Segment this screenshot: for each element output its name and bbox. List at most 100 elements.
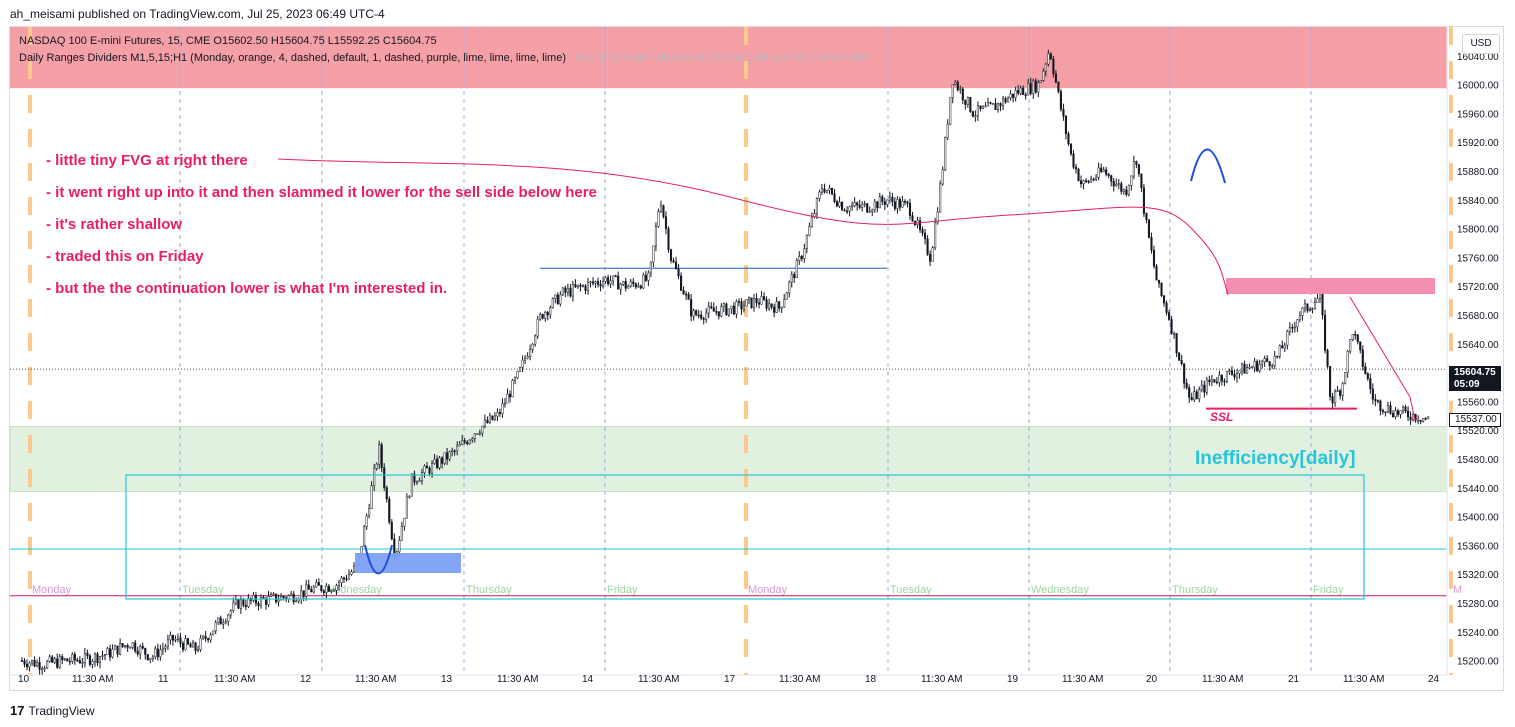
- candle-body: [954, 81, 957, 85]
- candle-body: [1100, 167, 1103, 172]
- candle-body: [609, 280, 612, 285]
- candle-body: [335, 585, 338, 591]
- candle-body: [23, 660, 26, 665]
- candle-body: [277, 599, 280, 603]
- fvg-bullish-box: [355, 553, 461, 573]
- candle-body: [700, 314, 703, 319]
- price-tick-label: 15320.00: [1457, 570, 1499, 581]
- candle-body: [28, 662, 31, 668]
- candle-body: [820, 188, 823, 193]
- candle-body: [785, 292, 788, 300]
- candle-body: [1188, 387, 1191, 398]
- candle-body: [805, 235, 808, 250]
- weekday-label: Tuesday: [182, 584, 224, 596]
- time-tick-label: 17: [724, 674, 736, 685]
- candle-body: [599, 284, 602, 287]
- low-arc: [364, 544, 393, 575]
- candle-body: [672, 260, 675, 263]
- candle-body: [139, 645, 142, 655]
- candle-body: [1303, 303, 1306, 309]
- candle-body: [1419, 419, 1422, 422]
- candle-body: [1002, 98, 1005, 107]
- candle-body: [436, 458, 439, 468]
- indicator-legend[interactable]: Daily Ranges Dividers M1,5,15;H1 (Monday…: [19, 52, 866, 64]
- candle-body: [1085, 180, 1088, 182]
- tradingview-logo[interactable]: 17 TradingView: [10, 703, 95, 718]
- candle-body: [1049, 53, 1052, 60]
- annotation-note-2: - it went right up into it and then slam…: [46, 184, 597, 201]
- candle-body: [327, 585, 330, 592]
- candle-body: [768, 303, 771, 309]
- candle-body: [370, 485, 373, 509]
- candle-body: [375, 463, 378, 469]
- candle-body: [969, 97, 972, 112]
- candle-body: [58, 656, 61, 668]
- time-tick-label: 11:30 AM: [1062, 674, 1104, 685]
- price-tick-label: 15840.00: [1457, 196, 1499, 207]
- candle-body: [612, 275, 615, 282]
- candle-body: [1311, 308, 1314, 311]
- candle-body: [619, 283, 622, 290]
- candle-body: [227, 614, 230, 622]
- candle-body: [644, 274, 647, 281]
- candle-body: [629, 281, 632, 287]
- candle-body: [680, 275, 683, 291]
- chart-pane[interactable]: Monday Tuesday Wednesday Thursday Friday Mond…: [9, 26, 1504, 691]
- price-tick-label: 15200.00: [1457, 657, 1499, 668]
- candle-body: [868, 211, 871, 213]
- candle-body: [1027, 83, 1030, 96]
- candle-body: [441, 457, 444, 464]
- candle-body: [705, 312, 708, 320]
- candle-body: [808, 226, 811, 236]
- candle-body: [315, 582, 318, 588]
- candle-body: [521, 359, 524, 368]
- candle-body: [68, 660, 71, 663]
- candle-body: [156, 648, 159, 658]
- candle-body: [778, 301, 781, 309]
- high-arc: [1190, 148, 1226, 184]
- candle-body: [478, 432, 481, 435]
- price-tick-label: 15520.00: [1457, 426, 1499, 437]
- candle-body: [690, 299, 693, 317]
- candle-body: [1095, 177, 1098, 180]
- chart-canvas[interactable]: Monday Tuesday Wednesday Thursday Friday Mond…: [10, 27, 1503, 690]
- candle-body: [302, 590, 305, 597]
- candle-body: [1157, 279, 1161, 284]
- price-tick-label: 15240.00: [1457, 628, 1499, 639]
- candle-body: [1072, 153, 1075, 168]
- publish-caption: ah_meisami published on TradingView.com,…: [10, 7, 385, 21]
- candle-body: [76, 659, 79, 662]
- candle-body: [949, 97, 952, 125]
- candle-body: [833, 193, 836, 202]
- candle-body: [697, 314, 700, 317]
- candle-body: [232, 602, 235, 611]
- candle-body: [418, 480, 421, 483]
- time-tick-label: 14: [582, 674, 594, 685]
- candle-body: [790, 274, 793, 283]
- candle-body: [986, 102, 990, 107]
- candle-body: [257, 602, 260, 606]
- candle-body: [911, 215, 914, 222]
- candle-body: [1160, 282, 1163, 297]
- candle-body: [597, 281, 600, 285]
- candle-body: [1014, 90, 1017, 98]
- candle-body: [448, 451, 451, 460]
- candle-body: [1336, 390, 1339, 392]
- time-tick-label: 20: [1146, 674, 1158, 685]
- candle-body: [624, 281, 627, 289]
- currency-button[interactable]: USD: [1462, 34, 1500, 54]
- candle-body: [657, 211, 660, 227]
- candle-body: [199, 637, 202, 650]
- candle-body: [325, 585, 328, 593]
- candle-body: [322, 590, 325, 593]
- candle-body: [1112, 181, 1115, 187]
- candle-body: [1301, 307, 1304, 316]
- candle-body: [1047, 53, 1050, 65]
- candle-body: [752, 298, 756, 308]
- candle-body: [207, 638, 210, 641]
- candle-body: [71, 653, 74, 662]
- price-tick-label: 15280.00: [1457, 599, 1499, 610]
- price-tick-label: 15760.00: [1457, 253, 1499, 264]
- candle-body: [222, 622, 225, 625]
- candle-body: [1276, 355, 1279, 358]
